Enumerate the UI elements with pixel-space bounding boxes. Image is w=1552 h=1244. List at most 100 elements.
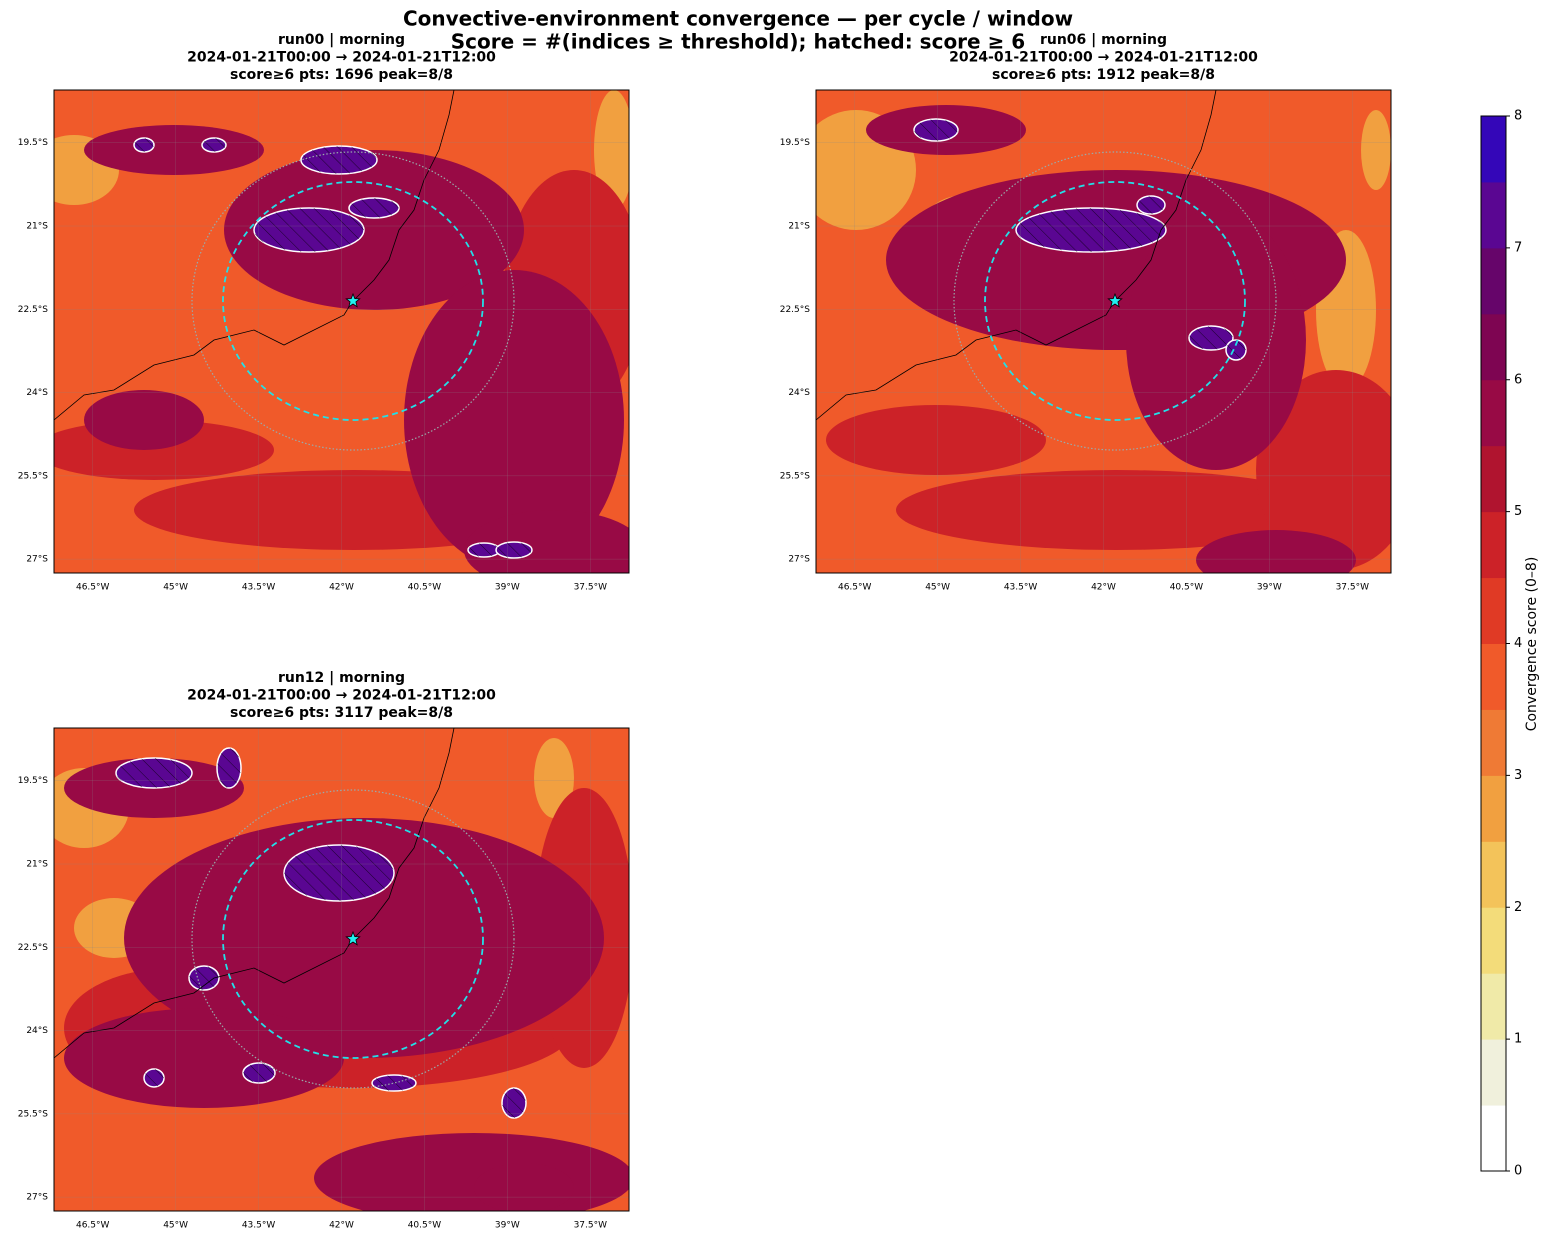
lat-tick-label: 25.5°S xyxy=(18,471,49,481)
map-frame xyxy=(53,89,630,574)
map-frame xyxy=(815,89,1392,574)
colorbar-level xyxy=(1481,775,1506,842)
hatch-region xyxy=(1226,340,1246,360)
map-frame xyxy=(53,727,630,1212)
outer-radius xyxy=(191,151,515,451)
lat-tick-label: 22.5°S xyxy=(780,305,811,315)
panel-title: run00 | morning xyxy=(278,32,405,48)
colorbar-level xyxy=(1481,247,1506,315)
lat-tick-label: 22.5°S xyxy=(18,943,49,953)
lat-tick-label: 21°S xyxy=(788,222,810,232)
colorbar-tick-label: 1 xyxy=(1514,1032,1522,1047)
lon-tick-label: 39°W xyxy=(495,583,520,593)
colorbar-tick-label: 4 xyxy=(1514,636,1522,651)
lon-tick-label: 42°W xyxy=(1091,583,1116,593)
hatch-region xyxy=(217,748,241,788)
inner-radius xyxy=(222,819,484,1059)
figure-subtitle: Score = #(indices ≥ threshold); hatched:… xyxy=(451,30,1025,54)
figure-title: Convective-environment convergence — per… xyxy=(403,7,1073,31)
panel-title: 2024-01-21T00:00 → 2024-01-21T12:00 xyxy=(187,688,496,704)
panel-title: score≥6 pts: 1696 peak=8/8 xyxy=(230,67,453,83)
score-region xyxy=(896,470,1336,550)
colorbar-level xyxy=(1481,973,1506,1040)
inner-radius xyxy=(222,181,484,421)
hatch-region xyxy=(243,1063,275,1083)
score-region xyxy=(1256,370,1391,570)
site-star xyxy=(1107,292,1123,308)
colorbar-tick-label: 7 xyxy=(1514,240,1522,255)
lon-tick-label: 37.5°W xyxy=(574,583,608,593)
hatch-region xyxy=(254,208,364,252)
score-region xyxy=(474,1163,574,1211)
lat-tick-label: 25.5°S xyxy=(18,1109,49,1119)
colorbar-tick-label: 8 xyxy=(1514,109,1522,124)
lat-tick-label: 19.5°S xyxy=(18,776,49,786)
site-star xyxy=(345,930,361,946)
colorbar-level xyxy=(1481,445,1506,513)
lon-tick-label: 40.5°W xyxy=(408,583,442,593)
map-panel: 46.5°W 45°W 43.5°W 42°W 40.5°W 39°W 37.5°W 19.5… xyxy=(18,32,630,593)
colorbar-level xyxy=(1481,1039,1506,1106)
hatch-region xyxy=(301,146,377,174)
lon-tick-label: 43.5°W xyxy=(242,1221,276,1231)
score-region xyxy=(826,405,1046,475)
lon-tick-label: 42°W xyxy=(329,583,354,593)
hatch-region xyxy=(1016,208,1166,252)
score-region xyxy=(84,125,264,175)
colorbar-level xyxy=(1481,709,1506,776)
lon-tick-label: 39°W xyxy=(495,1221,520,1231)
colorbar-level xyxy=(1481,577,1506,644)
map-field xyxy=(54,90,629,573)
hatch-region xyxy=(372,1075,416,1091)
score-region xyxy=(314,1133,629,1211)
colorbar-level xyxy=(1481,511,1506,579)
hatch-region xyxy=(134,138,154,152)
map-field xyxy=(54,728,629,1211)
colorbar-tick-label: 6 xyxy=(1514,372,1522,387)
lat-tick-label: 27°S xyxy=(26,1193,48,1203)
lon-tick-label: 46.5°W xyxy=(838,583,872,593)
site-star xyxy=(345,292,361,308)
lon-tick-label: 46.5°W xyxy=(76,583,110,593)
lon-tick-label: 37.5°W xyxy=(1336,583,1370,593)
inner-radius xyxy=(984,181,1246,421)
hatch-region xyxy=(468,543,500,557)
colorbar-level xyxy=(1481,643,1506,710)
score-region xyxy=(404,270,624,570)
lon-tick-label: 43.5°W xyxy=(1004,583,1038,593)
panel-title: run06 | morning xyxy=(1040,32,1167,48)
panel-title: score≥6 pts: 3117 peak=8/8 xyxy=(230,705,453,721)
score-region xyxy=(594,90,629,210)
lon-tick-label: 42°W xyxy=(329,1221,354,1231)
score-region xyxy=(534,738,574,818)
colorbar-tick-label: 2 xyxy=(1514,900,1522,915)
lon-tick-label: 46.5°W xyxy=(76,1221,110,1231)
lat-tick-label: 27°S xyxy=(26,555,48,565)
lat-tick-label: 25.5°S xyxy=(780,471,811,481)
colorbar-level xyxy=(1481,379,1506,447)
colorbar-level xyxy=(1481,181,1506,249)
lat-tick-label: 21°S xyxy=(26,222,48,232)
lat-tick-label: 21°S xyxy=(26,860,48,870)
hatch-region xyxy=(496,542,532,558)
hatch-region xyxy=(914,119,958,141)
lat-tick-label: 22.5°S xyxy=(18,305,49,315)
coastline xyxy=(54,728,455,1059)
hatch-region xyxy=(284,845,394,901)
outer-radius xyxy=(191,789,515,1089)
panel-title: 2024-01-21T00:00 → 2024-01-21T12:00 xyxy=(949,50,1258,66)
colorbar-tick-label: 3 xyxy=(1514,768,1522,783)
panel-title: score≥6 pts: 1912 peak=8/8 xyxy=(992,67,1215,83)
lat-tick-label: 19.5°S xyxy=(780,138,811,148)
colorbar-tick-label: 5 xyxy=(1514,504,1522,519)
lon-tick-label: 40.5°W xyxy=(408,1221,442,1231)
score-region xyxy=(84,390,204,450)
colorbar-tick-label: 0 xyxy=(1514,1164,1522,1179)
score-region xyxy=(1196,530,1356,573)
lon-tick-label: 45°W xyxy=(163,583,188,593)
colorbar-level xyxy=(1481,841,1506,908)
lat-tick-label: 24°S xyxy=(26,388,48,398)
hatch-region xyxy=(116,758,192,788)
score-region xyxy=(1361,110,1391,190)
